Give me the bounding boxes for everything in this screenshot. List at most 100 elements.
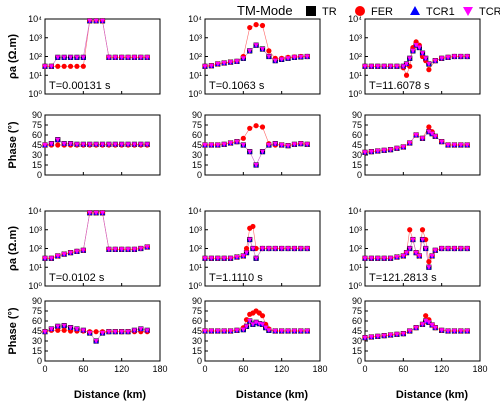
data-point-tcr2 (285, 246, 291, 252)
x-tick-label: 60 (78, 364, 88, 374)
data-point-tcr2 (80, 328, 86, 333)
data-point-tcr2 (240, 142, 246, 148)
data-point-tcr2 (381, 333, 387, 339)
series-fer (202, 223, 310, 261)
data-point-tcr2 (298, 141, 304, 147)
data-point-tcr2 (215, 61, 221, 67)
data-point-tcr2 (55, 253, 61, 259)
data-point-tcr2 (263, 325, 269, 331)
data-point-tcr2 (375, 64, 381, 69)
data-point-tcr2 (368, 334, 374, 340)
data-point-tcr2 (432, 248, 438, 253)
data-point-tcr2 (106, 142, 112, 147)
data-point-tcr2 (419, 51, 426, 56)
data-point-tcr2 (221, 328, 227, 334)
y-tick-label: 60 (352, 130, 362, 140)
x-tick-label: 0 (202, 364, 207, 374)
data-point-tcr2 (48, 64, 54, 69)
x-axis-title-col-2: Distance (km) (236, 389, 308, 401)
data-point-tcr2 (87, 210, 93, 216)
data-point-tcr2 (131, 328, 138, 333)
data-point-tcr2 (464, 142, 470, 148)
data-point-tcr2 (208, 256, 214, 261)
data-point-tcr2 (285, 143, 291, 149)
data-point-tcr2 (375, 334, 381, 339)
data-point-tcr2 (61, 252, 67, 257)
data-point-tcr2 (413, 325, 419, 331)
data-point-tcr2 (416, 253, 422, 259)
data-point-tcr2 (131, 142, 138, 147)
data-point-tcr2 (291, 246, 298, 252)
data-point-tcr2 (208, 63, 214, 69)
data-point-tcr2 (125, 247, 131, 252)
data-point-tcr2 (215, 142, 221, 148)
data-point-tcr2 (247, 318, 253, 324)
y-tick-label: 10³ (349, 225, 362, 235)
y-tick-label: 60 (192, 130, 202, 140)
data-point-fer (253, 123, 259, 129)
y-tick-label: 10⁴ (348, 14, 362, 24)
data-point-tcr2 (55, 55, 61, 60)
data-point-tcr2 (394, 332, 400, 337)
data-point-tcr2 (253, 256, 259, 261)
data-point-tcr2 (387, 147, 394, 153)
data-point-tcr2 (407, 246, 413, 252)
data-point-tcr2 (119, 247, 125, 252)
data-point-tcr2 (67, 141, 74, 147)
data-point-tcr2 (67, 250, 74, 256)
data-point-tcr2 (106, 329, 112, 335)
data-point-tcr2 (426, 265, 432, 270)
y-tick-label: 30 (192, 336, 202, 346)
data-point-tcr2 (387, 256, 394, 261)
data-point-tcr2 (451, 142, 458, 148)
data-point-tcr2 (451, 246, 458, 252)
data-point-tcr2 (266, 142, 272, 148)
data-point-tcr2 (439, 246, 445, 252)
data-point-tcr2 (259, 322, 266, 327)
series-tr (42, 210, 150, 261)
y-tick-label: 10⁴ (348, 206, 362, 216)
data-point-tcr2 (375, 148, 381, 154)
y-tick-label: 0 (197, 170, 202, 180)
data-point-tcr2 (403, 250, 410, 256)
data-point-tcr2 (138, 246, 144, 252)
data-point-tcr2 (291, 328, 298, 334)
y-tick-label: 10¹ (29, 70, 42, 80)
data-point-tcr2 (112, 329, 118, 335)
data-point-tcr2 (202, 64, 208, 69)
data-point-tcr2 (106, 247, 112, 252)
y-tick-label: 10² (349, 52, 362, 62)
panel-r3-c1: 10⁰ 10¹ 10² 10³ 10⁴ ρa (Ω.m) T=0.0102 s (7, 206, 161, 291)
data-point-tcr2 (426, 320, 432, 325)
y-tick-label: 10⁴ (188, 14, 202, 24)
data-point-tcr2 (272, 246, 278, 252)
legend-item-tcr1: TCR1 (410, 6, 455, 18)
data-point-tcr2 (272, 58, 278, 64)
y-tick-label: 10² (29, 52, 42, 62)
data-point-tcr2 (119, 55, 125, 60)
y-tick-label: 90 (192, 296, 202, 306)
panel-r1-c2: 10⁰ 10¹ 10² 10³ 10⁴ T=0.1063 s (188, 14, 321, 99)
data-point-tcr2 (202, 142, 208, 148)
data-point-tcr2 (410, 237, 416, 243)
data-point-tcr2 (240, 56, 246, 61)
y-tick-label: 30 (32, 336, 42, 346)
y-axis-title: ρa (Ω.m) (7, 226, 19, 271)
y-tick-label: 10⁰ (28, 89, 42, 99)
period-label: T=1.1110 s (209, 272, 263, 284)
y-tick-label: 15 (352, 160, 362, 170)
data-point-tcr2 (55, 324, 61, 329)
y-tick-label: 10⁰ (28, 281, 42, 291)
legend-label-fer: FER (371, 6, 393, 18)
legend-item-tr: TR (306, 6, 337, 18)
x-tick-label: 180 (152, 364, 167, 374)
legend-item-fer: FER (355, 6, 393, 18)
legend-label-tcr2: TCR2 (479, 6, 500, 18)
y-tick-label: 45 (352, 140, 362, 150)
data-point-tcr2 (423, 246, 429, 252)
data-point-tcr2 (55, 137, 61, 143)
data-point-tcr2 (93, 338, 99, 344)
